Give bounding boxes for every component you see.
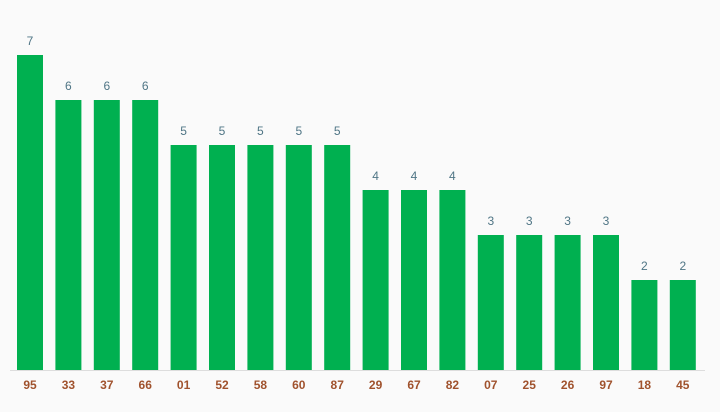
- value-label: 6: [65, 79, 72, 93]
- bar: [209, 145, 235, 370]
- value-label: 3: [487, 214, 494, 228]
- bar: [669, 280, 696, 370]
- bar: [362, 190, 389, 370]
- bar: [55, 100, 82, 370]
- bar: [93, 100, 120, 370]
- x-tick-label: 18: [638, 378, 652, 392]
- x-tick-label: 97: [599, 378, 613, 392]
- bar: [554, 235, 581, 370]
- value-label: 5: [180, 124, 187, 138]
- bar: [247, 145, 274, 370]
- bar: [401, 190, 427, 370]
- bar: [285, 145, 312, 370]
- x-tick-label: 26: [561, 378, 575, 392]
- bar: [170, 145, 197, 370]
- x-tick-label: 67: [407, 378, 421, 392]
- x-tick-label: 66: [139, 378, 153, 392]
- x-tick-label: 45: [676, 378, 690, 392]
- bar: [631, 280, 658, 370]
- x-tick-label: 29: [369, 378, 383, 392]
- x-tick-label: 25: [523, 378, 537, 392]
- value-label: 6: [142, 79, 149, 93]
- bar: [132, 100, 159, 370]
- value-label: 3: [564, 214, 571, 228]
- bar: [324, 145, 351, 370]
- x-tick-label: 82: [446, 378, 460, 392]
- value-label: 3: [526, 214, 533, 228]
- x-tick-label: 07: [484, 378, 498, 392]
- bar: [593, 235, 619, 370]
- value-label: 4: [411, 169, 418, 183]
- value-label: 2: [679, 259, 686, 273]
- value-label: 5: [219, 124, 226, 138]
- x-tick-label: 01: [177, 378, 191, 392]
- value-label: 7: [27, 34, 34, 48]
- value-label: 2: [641, 259, 648, 273]
- bar: [17, 55, 43, 370]
- value-label: 5: [257, 124, 264, 138]
- value-label: 4: [372, 169, 379, 183]
- x-tick-label: 33: [62, 378, 76, 392]
- value-label: 5: [334, 124, 341, 138]
- value-label: 6: [103, 79, 110, 93]
- x-tick-label: 58: [254, 378, 268, 392]
- bar: [516, 235, 543, 370]
- x-tick-label: 87: [331, 378, 345, 392]
- value-label: 5: [295, 124, 302, 138]
- value-label: 3: [603, 214, 610, 228]
- bar: [477, 235, 504, 370]
- x-tick-label: 37: [100, 378, 114, 392]
- x-tick-label: 95: [23, 378, 37, 392]
- bar: [439, 190, 466, 370]
- x-tick-label: 60: [292, 378, 306, 392]
- value-label: 4: [449, 169, 456, 183]
- x-tick-label: 52: [215, 378, 229, 392]
